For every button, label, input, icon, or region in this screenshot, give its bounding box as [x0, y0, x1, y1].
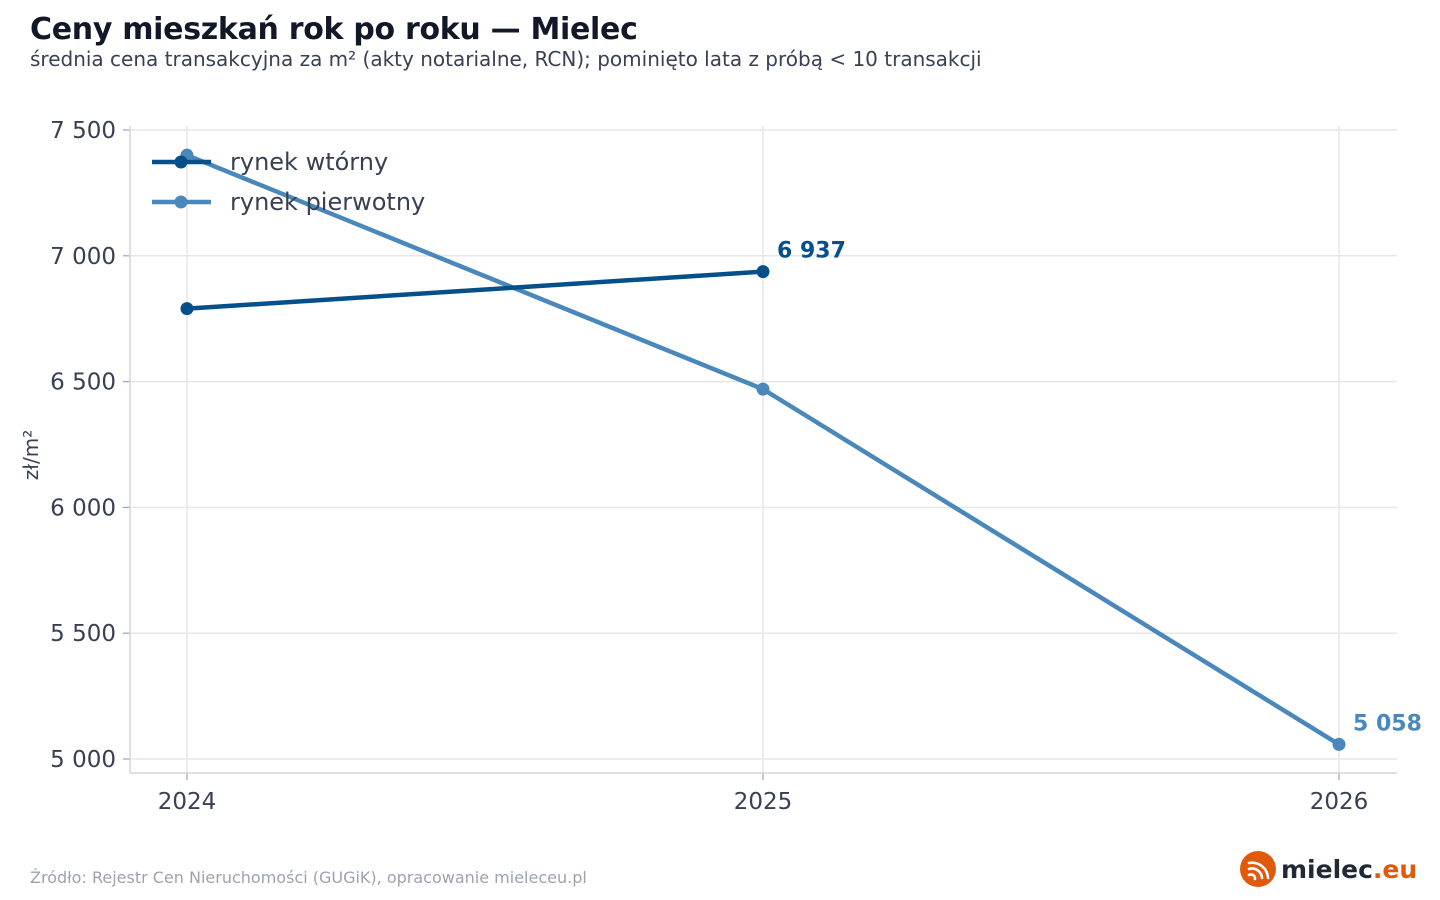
series-line [184, 269, 766, 311]
data-label: 6 937 [777, 239, 846, 264]
y-tick-label: 6 500 [50, 370, 116, 396]
y-tick-label: 5 500 [50, 621, 116, 647]
data-point [180, 302, 194, 316]
data-point [756, 382, 770, 396]
data-point [1332, 737, 1346, 751]
data-label: 5 058 [1353, 711, 1422, 736]
x-tick-label: 2025 [734, 789, 793, 815]
logo-tld: .eu [1372, 854, 1418, 884]
site-logo[interactable]: mielec.eu [1238, 848, 1417, 890]
y-tick-label: 6 000 [50, 495, 116, 521]
signal-waves-icon [1238, 849, 1278, 889]
data-point [756, 265, 770, 279]
legend-marker [174, 195, 188, 209]
source-note: Źródło: Rejestr Cen Nieruchomości (GUGiK… [30, 868, 587, 887]
legend-label: rynek wtórny [230, 148, 388, 176]
legend-label: rynek pierwotny [230, 188, 425, 216]
y-tick-label: 7 000 [50, 244, 116, 270]
chart-title: Ceny mieszkań rok po roku — Mielec [30, 12, 638, 47]
logo-name: mielec [1281, 854, 1373, 884]
y-tick-label: 7 500 [50, 118, 116, 144]
legend-marker [174, 155, 188, 169]
chart-subtitle: średnia cena transakcyjna za m² (akty no… [30, 47, 982, 71]
x-tick-label: 2026 [1310, 789, 1369, 815]
logo-text: mielec.eu [1281, 855, 1417, 884]
y-axis-label: zł/m² [19, 430, 43, 480]
y-tick-label: 5 000 [50, 747, 116, 773]
x-tick-label: 2024 [158, 789, 217, 815]
